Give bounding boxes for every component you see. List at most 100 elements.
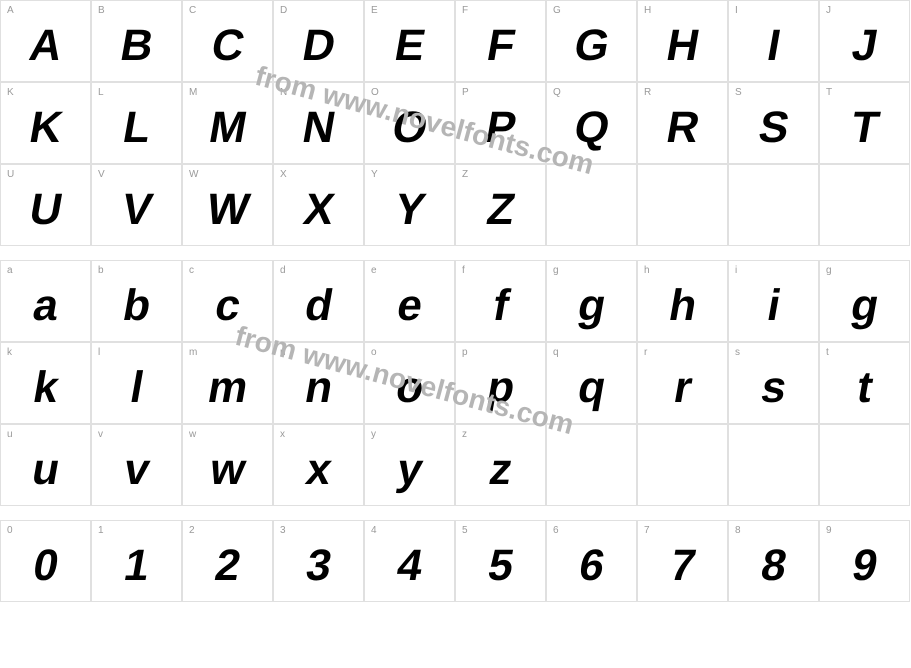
cell-glyph: 6 bbox=[575, 544, 607, 588]
cell-label: S bbox=[735, 87, 742, 98]
character-cell: zz bbox=[455, 424, 546, 506]
cell-label: 6 bbox=[553, 525, 559, 536]
character-cell: HH bbox=[637, 0, 728, 82]
cell-glyph: u bbox=[28, 448, 63, 492]
character-cell bbox=[637, 164, 728, 246]
cell-label: w bbox=[189, 429, 196, 440]
cell-glyph: a bbox=[29, 284, 61, 328]
cell-glyph: g bbox=[847, 284, 882, 328]
cell-label: F bbox=[462, 5, 468, 16]
cell-glyph: x bbox=[302, 448, 334, 492]
cell-label: 7 bbox=[644, 525, 650, 536]
character-cell: 99 bbox=[819, 520, 910, 602]
character-cell: LL bbox=[91, 82, 182, 164]
character-cell bbox=[728, 424, 819, 506]
cell-label: O bbox=[371, 87, 379, 98]
cell-label: N bbox=[280, 87, 287, 98]
cell-label: b bbox=[98, 265, 104, 276]
cell-label: g bbox=[826, 265, 832, 276]
grid-row: kkllmmnnooppqqrrsstt bbox=[0, 342, 911, 424]
character-cell: nn bbox=[273, 342, 364, 424]
character-cell: uu bbox=[0, 424, 91, 506]
cell-label: R bbox=[644, 87, 651, 98]
character-cell: DD bbox=[273, 0, 364, 82]
character-cell: BB bbox=[91, 0, 182, 82]
cell-label: B bbox=[98, 5, 105, 16]
character-cell: rr bbox=[637, 342, 728, 424]
cell-label: s bbox=[735, 347, 740, 358]
cell-glyph: Z bbox=[483, 188, 518, 232]
cell-label: 5 bbox=[462, 525, 468, 536]
cell-label: 4 bbox=[371, 525, 377, 536]
character-cell: EE bbox=[364, 0, 455, 82]
character-cell bbox=[819, 424, 910, 506]
cell-label: Z bbox=[462, 169, 468, 180]
character-cell: 88 bbox=[728, 520, 819, 602]
character-cell: FF bbox=[455, 0, 546, 82]
character-cell: tt bbox=[819, 342, 910, 424]
cell-glyph: v bbox=[120, 448, 152, 492]
cell-glyph: 8 bbox=[757, 544, 789, 588]
cell-glyph: 5 bbox=[484, 544, 516, 588]
character-cell: ll bbox=[91, 342, 182, 424]
cell-label: W bbox=[189, 169, 198, 180]
character-cell bbox=[637, 424, 728, 506]
cell-glyph: d bbox=[301, 284, 336, 328]
cell-label: o bbox=[371, 347, 377, 358]
cell-label: U bbox=[7, 169, 14, 180]
cell-label: h bbox=[644, 265, 650, 276]
cell-glyph: A bbox=[26, 24, 66, 68]
character-cell: ww bbox=[182, 424, 273, 506]
cell-label: X bbox=[280, 169, 287, 180]
cell-glyph: 4 bbox=[393, 544, 425, 588]
cell-glyph: M bbox=[205, 106, 249, 150]
character-cell: QQ bbox=[546, 82, 637, 164]
character-cell: GG bbox=[546, 0, 637, 82]
cell-label: I bbox=[735, 5, 738, 16]
grid-row: UUVVWWXXYYZZ bbox=[0, 164, 911, 246]
cell-label: x bbox=[280, 429, 285, 440]
character-cell: YY bbox=[364, 164, 455, 246]
cell-glyph: z bbox=[486, 448, 516, 492]
cell-glyph: m bbox=[204, 366, 251, 410]
cell-glyph: s bbox=[757, 366, 789, 410]
character-cell: OO bbox=[364, 82, 455, 164]
cell-label: f bbox=[462, 265, 465, 276]
cell-label: 1 bbox=[98, 525, 104, 536]
cell-glyph: q bbox=[574, 366, 609, 410]
cell-label: M bbox=[189, 87, 197, 98]
character-cell: RR bbox=[637, 82, 728, 164]
cell-label: T bbox=[826, 87, 832, 98]
character-cell: dd bbox=[273, 260, 364, 342]
character-cell: XX bbox=[273, 164, 364, 246]
cell-glyph: b bbox=[119, 284, 154, 328]
cell-glyph: U bbox=[26, 188, 66, 232]
cell-glyph: C bbox=[208, 24, 248, 68]
grid-row: aabbccddeeffgghhiigg bbox=[0, 260, 911, 342]
cell-glyph: 0 bbox=[29, 544, 61, 588]
character-cell: SS bbox=[728, 82, 819, 164]
grid-row: 00112233445566778899 bbox=[0, 520, 911, 602]
character-cell bbox=[546, 164, 637, 246]
cell-glyph: Y bbox=[391, 188, 428, 232]
character-cell: gg bbox=[819, 260, 910, 342]
cell-glyph: E bbox=[391, 24, 428, 68]
character-cell: gg bbox=[546, 260, 637, 342]
cell-glyph: e bbox=[393, 284, 425, 328]
cell-label: q bbox=[553, 347, 559, 358]
character-cell: 33 bbox=[273, 520, 364, 602]
cell-glyph: N bbox=[299, 106, 339, 150]
cell-label: V bbox=[98, 169, 105, 180]
character-cell: cc bbox=[182, 260, 273, 342]
grid-row: AABBCCDDEEFFGGHHIIJJ bbox=[0, 0, 911, 82]
character-cell bbox=[819, 164, 910, 246]
cell-label: A bbox=[7, 5, 14, 16]
cell-glyph: r bbox=[670, 366, 695, 410]
cell-label: e bbox=[371, 265, 377, 276]
cell-glyph: B bbox=[117, 24, 157, 68]
character-cell: 11 bbox=[91, 520, 182, 602]
cell-label: r bbox=[644, 347, 647, 358]
cell-label: 0 bbox=[7, 525, 13, 536]
cell-glyph: 1 bbox=[120, 544, 152, 588]
cell-glyph: D bbox=[299, 24, 339, 68]
